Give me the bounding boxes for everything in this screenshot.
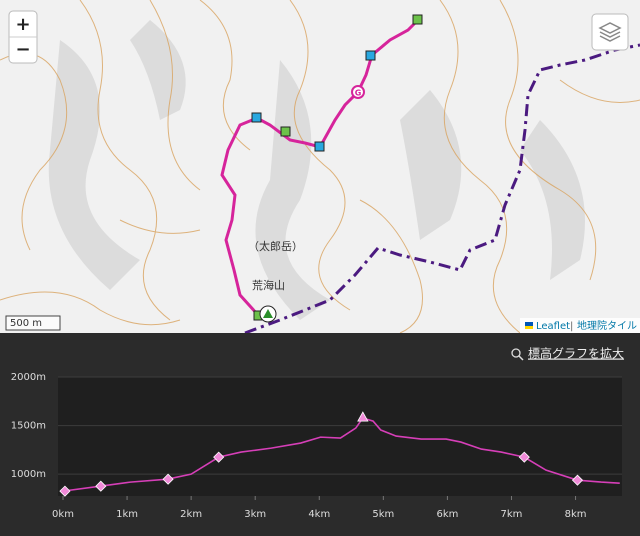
plot-area	[58, 377, 622, 496]
expand-chart-link[interactable]: 標高グラフを拡大	[528, 346, 624, 361]
goal-marker-label: G	[355, 89, 362, 98]
x-tick-label: 3km	[244, 509, 266, 520]
waypoint-marker	[518, 451, 530, 463]
y-tick-label: 1000m	[11, 469, 46, 480]
waypoint-marker	[162, 473, 174, 485]
layers-button[interactable]	[591, 13, 629, 51]
waypoint-marker	[59, 485, 71, 497]
waypoint-marker	[213, 451, 225, 463]
x-tick-label: 8km	[565, 509, 587, 520]
map[interactable]: G （太郎岳） 荒海山 + − 500 m Leaflet | 地理院タイル	[0, 0, 640, 333]
scale-bar	[5, 315, 61, 331]
route-markers	[251, 14, 423, 323]
x-tick-label: 5km	[372, 509, 394, 520]
waypoint-marker	[95, 480, 107, 492]
zoom-in-button[interactable]: +	[15, 14, 30, 35]
place-label: （太郎岳）	[248, 239, 303, 253]
zoom-icon	[518, 355, 524, 361]
elevation-chart: 標高グラフを拡大 1000m 1500m 2000m 0km 1km 2km 3km 4km 5…	[0, 333, 640, 536]
y-tick-label: 1500m	[11, 421, 46, 432]
zoom-control: + −	[8, 10, 38, 64]
hillshade	[48, 20, 585, 320]
zoom-out-button[interactable]: −	[15, 39, 30, 60]
x-tick-label: 4km	[308, 509, 330, 520]
x-tick-label: 2km	[180, 509, 202, 520]
waypoint-marker	[357, 411, 369, 422]
flag-icon	[525, 326, 533, 329]
contour-lines	[0, 0, 640, 333]
place-label: 荒海山	[252, 278, 285, 292]
flag-icon	[525, 322, 533, 326]
attribution-link[interactable]: 地理院タイル	[577, 319, 637, 332]
x-tick-label: 1km	[116, 509, 138, 520]
scale-label: 500 m	[10, 318, 42, 329]
layers-box[interactable]	[591, 13, 629, 51]
zoom-icon	[511, 348, 521, 358]
x-tick-label: 6km	[436, 509, 458, 520]
attribution-box	[520, 318, 640, 333]
attribution-separator: |	[570, 321, 573, 332]
route-line	[220, 18, 420, 317]
x-tick-label: 7km	[501, 509, 523, 520]
boundary-line	[244, 43, 640, 333]
waypoint-marker	[571, 474, 584, 486]
attribution-link[interactable]: Leaflet	[536, 321, 570, 332]
layers-icon	[598, 22, 622, 42]
x-tick-label: 0km	[52, 509, 74, 520]
goal-marker	[351, 85, 365, 99]
y-tick-label: 2000m	[11, 372, 46, 383]
